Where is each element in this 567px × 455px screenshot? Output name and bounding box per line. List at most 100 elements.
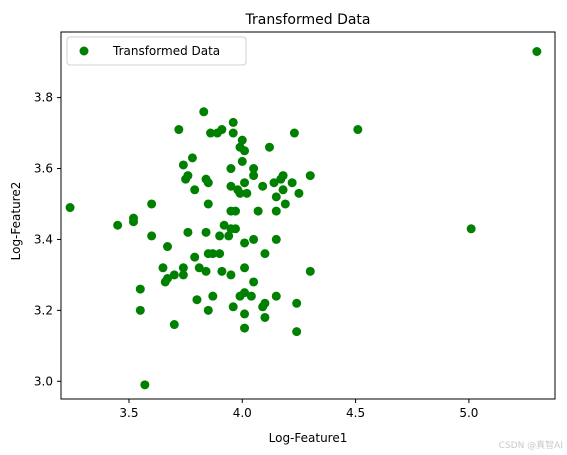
scatter-point [258, 181, 268, 191]
scatter-point [224, 231, 234, 241]
scatter-point [305, 171, 315, 181]
scatter-series [65, 47, 542, 390]
scatter-point [190, 252, 200, 262]
scatter-point [226, 270, 236, 280]
scatter-point [240, 309, 250, 319]
legend: Transformed Data [66, 36, 247, 66]
y-axis-label: Log-Feature2 [9, 182, 23, 261]
x-tick-label: 4.0 [233, 406, 252, 420]
scatter-point [269, 178, 279, 188]
scatter-point [169, 320, 179, 330]
scatter-point [228, 128, 238, 138]
scatter-point [199, 107, 209, 117]
scatter-point [194, 263, 204, 273]
scatter-point [292, 327, 302, 337]
scatter-point [249, 234, 259, 244]
scatter-point [201, 227, 211, 237]
scatter-point [129, 213, 139, 223]
scatter-point [206, 128, 216, 138]
scatter-point [187, 153, 197, 163]
scatter-point [240, 288, 250, 298]
scatter-point [253, 206, 263, 216]
y-tick-label: 3.2 [34, 303, 53, 317]
scatter-point [249, 164, 259, 174]
y-tick-label: 3.8 [34, 91, 53, 105]
scatter-point [113, 220, 123, 230]
scatter-point [217, 125, 227, 135]
scatter-point [249, 277, 259, 287]
scatter-point [287, 178, 297, 188]
x-tick-label: 5.0 [459, 406, 478, 420]
scatter-point [280, 199, 290, 209]
scatter-point [240, 178, 250, 188]
scatter-point [289, 128, 299, 138]
scatter-point [183, 227, 193, 237]
y-tick-label: 3.4 [34, 232, 53, 246]
scatter-point [219, 220, 229, 230]
watermark-text: CSDN @真智AI [499, 439, 563, 451]
scatter-point [178, 270, 188, 280]
y-tick-label: 3.0 [34, 374, 53, 388]
scatter-point [294, 188, 304, 198]
scatter-point [158, 263, 168, 273]
scatter-point [246, 291, 256, 301]
scatter-point [226, 181, 236, 191]
scatter-point [201, 266, 211, 276]
legend-label: Transformed Data [112, 44, 220, 58]
scatter-point [260, 312, 270, 322]
scatter-point [271, 234, 281, 244]
scatter-point [228, 117, 238, 127]
legend-marker [79, 46, 89, 56]
legend-box [66, 36, 247, 66]
scatter-point [203, 178, 213, 188]
x-axis-label: Log-Feature1 [269, 431, 348, 445]
scatter-point [235, 188, 245, 198]
scatter-point [271, 291, 281, 301]
scatter-point [174, 125, 184, 135]
scatter-point [240, 146, 250, 156]
y-tick-label: 3.6 [34, 162, 53, 176]
scatter-point [190, 185, 200, 195]
scatter-point [228, 302, 238, 312]
scatter-point [278, 185, 288, 195]
scatter-point [169, 270, 179, 280]
scatter-point [249, 171, 259, 181]
scatter-point [466, 224, 476, 234]
scatter-point [215, 249, 225, 259]
scatter-point [163, 242, 172, 252]
scatter-point [203, 305, 213, 315]
chart-title: Transformed Data [244, 12, 370, 28]
scatter-point [532, 47, 542, 56]
plot-area [65, 47, 542, 390]
scatter-point [140, 380, 150, 390]
scatter-point [203, 199, 213, 209]
scatter-point [271, 192, 281, 202]
scatter-point [135, 284, 145, 294]
scatter-point [237, 156, 247, 166]
scatter-point [160, 277, 170, 287]
scatter-point [147, 231, 157, 241]
scatter-point [271, 206, 281, 216]
scatter-point [230, 206, 240, 216]
x-tick-label: 4.5 [346, 406, 365, 420]
scatter-point [178, 263, 188, 273]
scatter-point [178, 160, 188, 170]
scatter-point [240, 238, 250, 248]
scatter-point [226, 164, 236, 174]
scatter-point [292, 298, 302, 308]
scatter-point [65, 203, 75, 213]
scatter-point [183, 171, 193, 181]
x-tick-label: 3.5 [119, 406, 138, 420]
scatter-point [230, 224, 240, 234]
scatter-point [237, 135, 247, 145]
scatter-point [240, 263, 250, 273]
scatter-point [240, 323, 250, 333]
scatter-point [147, 199, 157, 209]
scatter-point [242, 188, 252, 198]
scatter-point [215, 231, 225, 241]
plot-frame [60, 31, 556, 400]
scatter-point [278, 171, 288, 181]
scatter-point [208, 249, 218, 259]
